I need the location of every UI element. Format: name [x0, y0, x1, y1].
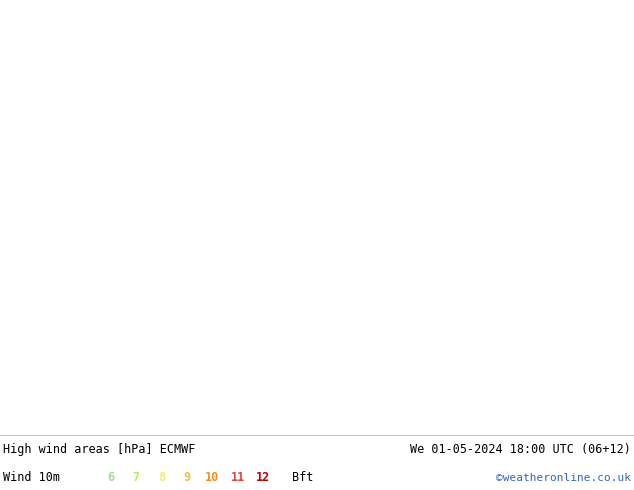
Text: 8: 8 — [158, 471, 165, 484]
Text: 9: 9 — [183, 471, 191, 484]
Text: Bft: Bft — [292, 471, 313, 484]
Text: 12: 12 — [256, 471, 270, 484]
Text: 11: 11 — [231, 471, 245, 484]
Text: ©weatheronline.co.uk: ©weatheronline.co.uk — [496, 472, 631, 483]
Text: We 01-05-2024 18:00 UTC (06+12): We 01-05-2024 18:00 UTC (06+12) — [410, 443, 631, 456]
Text: 7: 7 — [133, 471, 140, 484]
Text: 10: 10 — [205, 471, 219, 484]
Text: High wind areas [hPa] ECMWF: High wind areas [hPa] ECMWF — [3, 443, 195, 456]
Text: Wind 10m: Wind 10m — [3, 471, 60, 484]
Text: 6: 6 — [107, 471, 115, 484]
